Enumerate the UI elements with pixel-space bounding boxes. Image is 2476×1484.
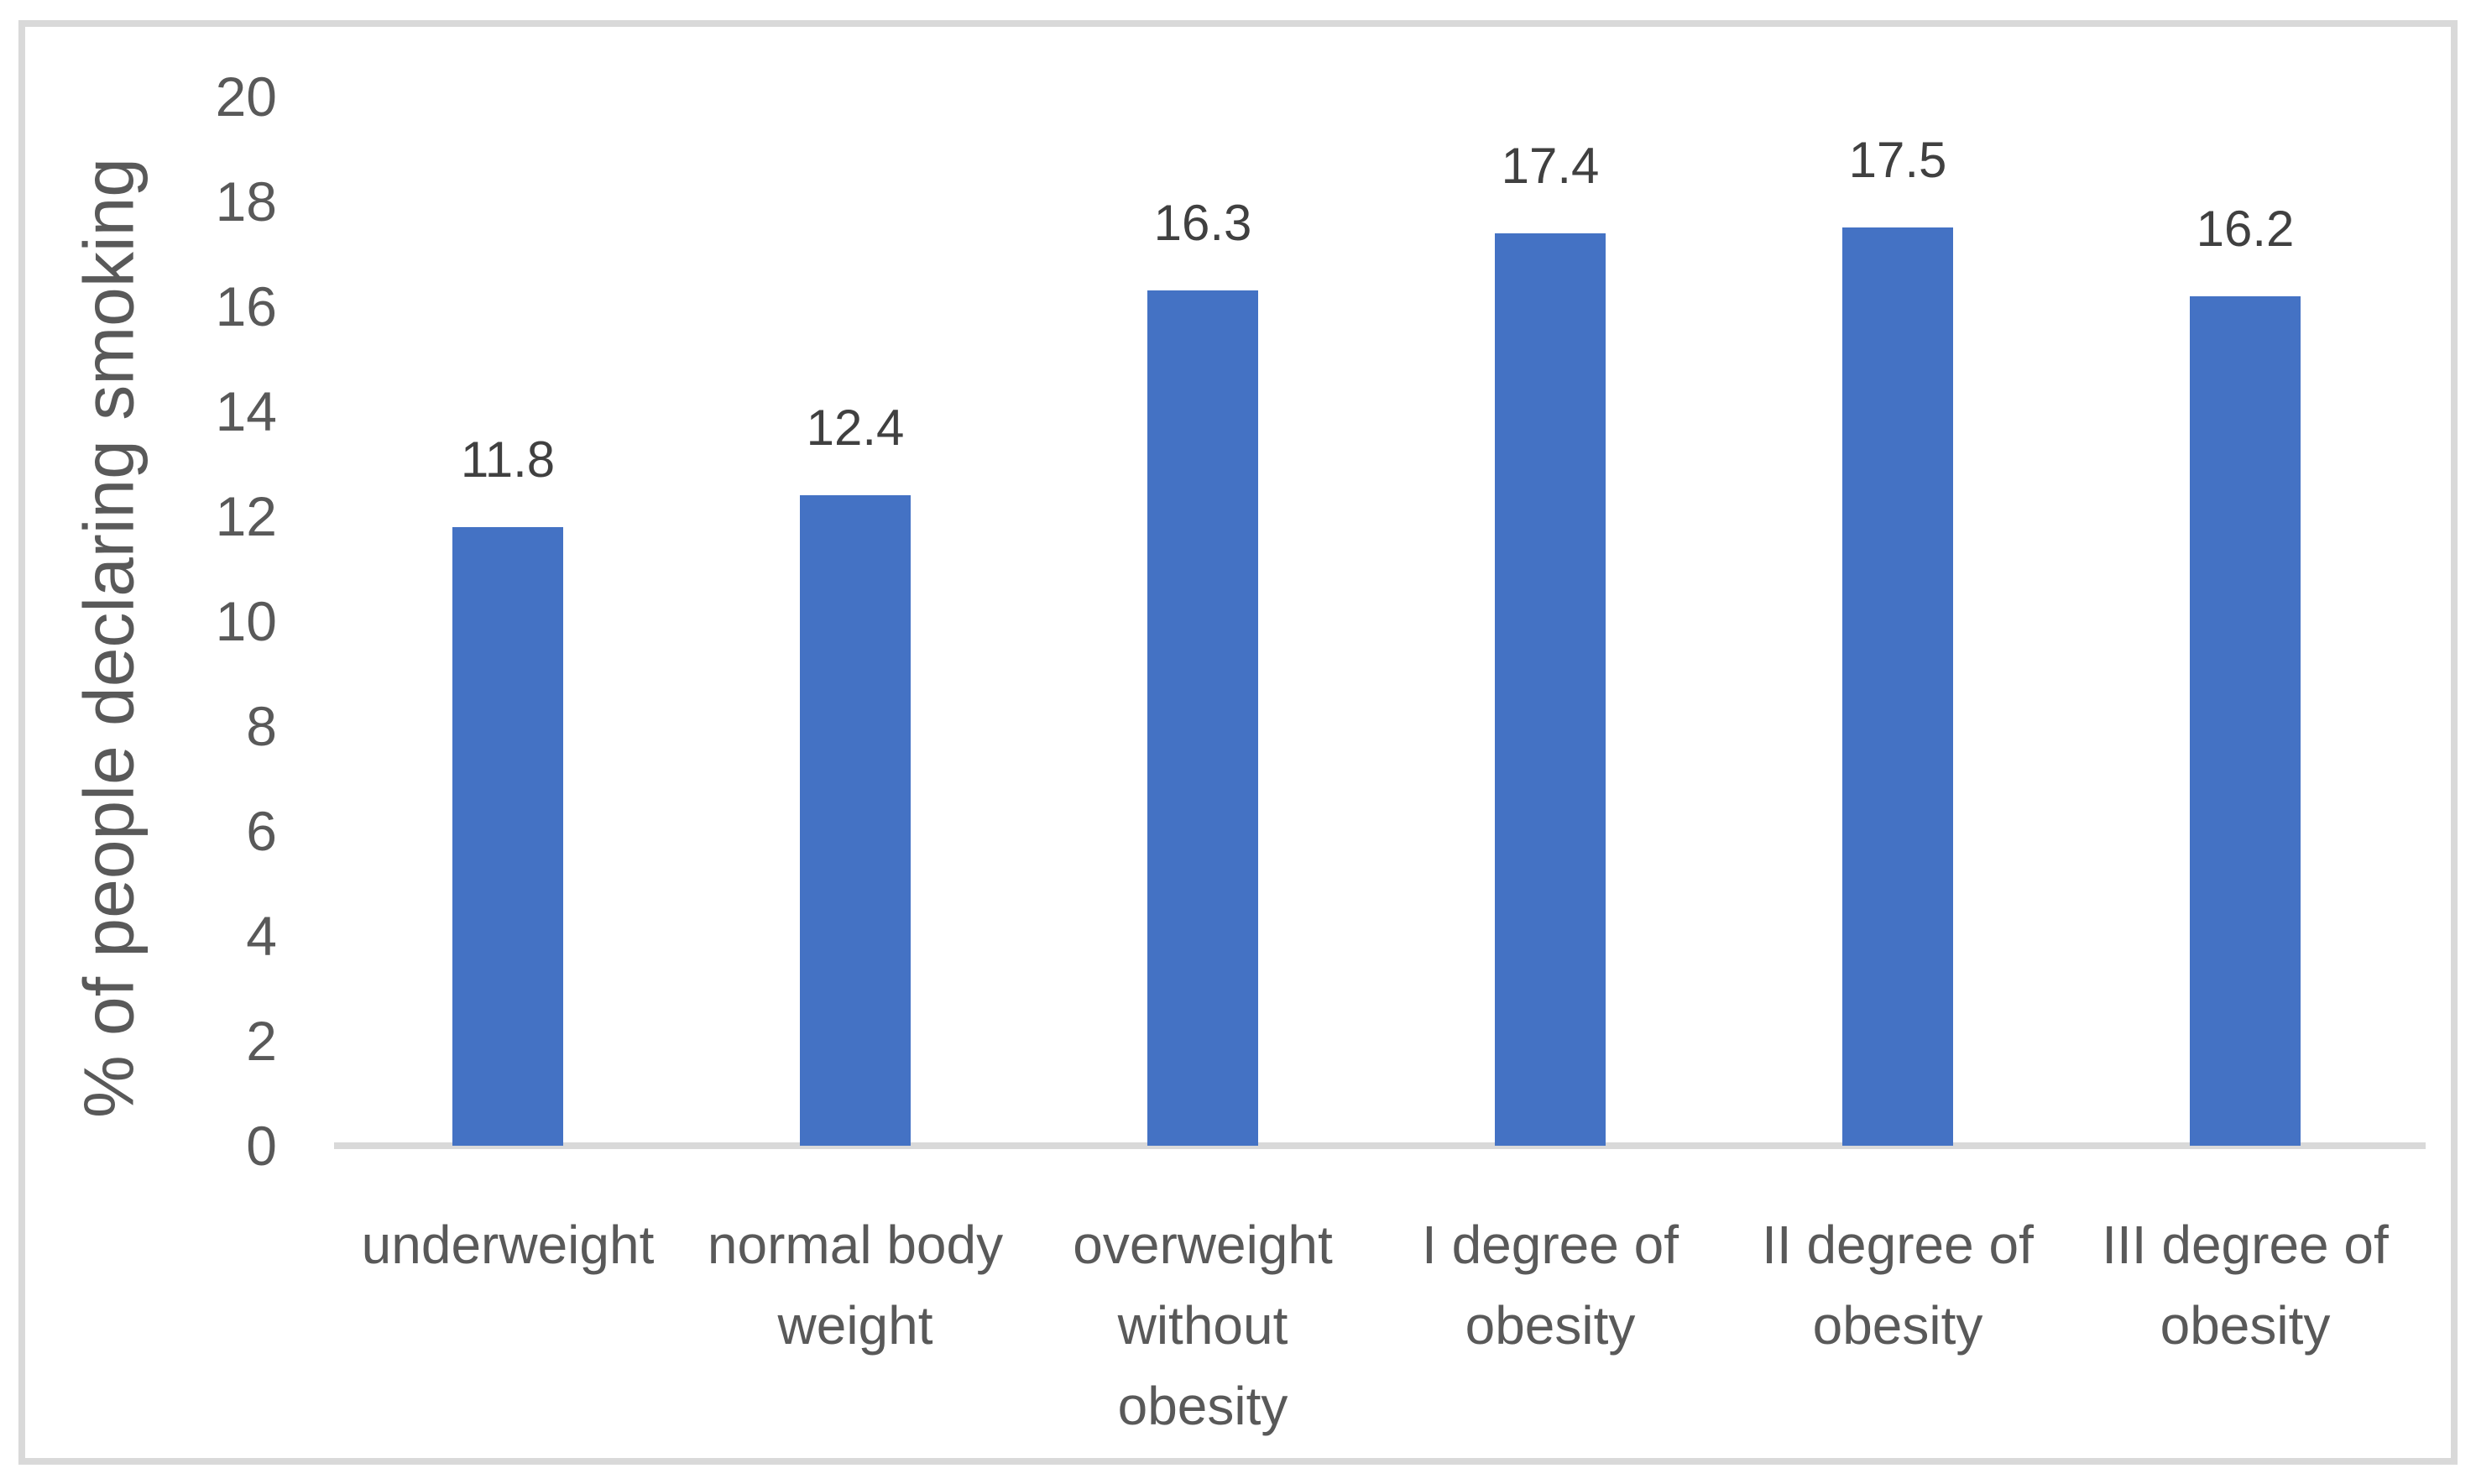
y-tick-label: 0 (246, 1115, 277, 1177)
bar (2190, 295, 2301, 1146)
y-tick-label: 2 (246, 1010, 277, 1072)
bar-slot: 11.8 (334, 97, 682, 1146)
x-category-label: overweight without obesity (1073, 1215, 1333, 1436)
bar-value-label: 16.2 (2196, 200, 2295, 257)
y-tick-label: 8 (246, 695, 277, 757)
bar-slot: 17.5 (1724, 97, 2071, 1146)
y-axis-title: % of people declaring smoking (69, 157, 149, 1119)
bar-value-label: 17.5 (1848, 132, 1947, 189)
y-tick-label: 20 (215, 65, 277, 128)
chart-border-frame (18, 20, 2458, 1465)
bar-value-label: 17.4 (1501, 137, 1600, 194)
bar (1147, 290, 1258, 1146)
bar (800, 495, 911, 1146)
x-category-label: I degree of obesity (1422, 1215, 1679, 1356)
x-category-label: underweight (361, 1215, 655, 1275)
x-axis-line (334, 1142, 2426, 1149)
bar (452, 526, 563, 1146)
y-tick-label: 4 (246, 905, 277, 967)
y-tick-label: 6 (246, 800, 277, 862)
bar-value-label: 12.4 (806, 400, 905, 456)
bar-slot: 16.3 (1029, 97, 1376, 1146)
bar-slot: 16.2 (2071, 97, 2419, 1146)
bar (1842, 227, 1953, 1146)
y-tick-label: 16 (215, 275, 277, 337)
y-tick-label: 14 (215, 380, 277, 442)
x-category-label: III degree of obesity (2102, 1215, 2389, 1356)
bar (1495, 233, 1606, 1146)
y-tick-label: 18 (215, 170, 277, 233)
x-category-label: normal body weight (707, 1215, 1004, 1356)
x-category-label: II degree of obesity (1762, 1215, 2034, 1356)
bar-slot: 12.4 (682, 97, 1029, 1146)
bar-value-label: 11.8 (460, 431, 556, 488)
y-tick-label: 12 (215, 485, 277, 547)
y-tick-label: 10 (215, 590, 277, 652)
bar-value-label: 16.3 (1153, 195, 1252, 252)
bar-slot: 17.4 (1376, 97, 1724, 1146)
